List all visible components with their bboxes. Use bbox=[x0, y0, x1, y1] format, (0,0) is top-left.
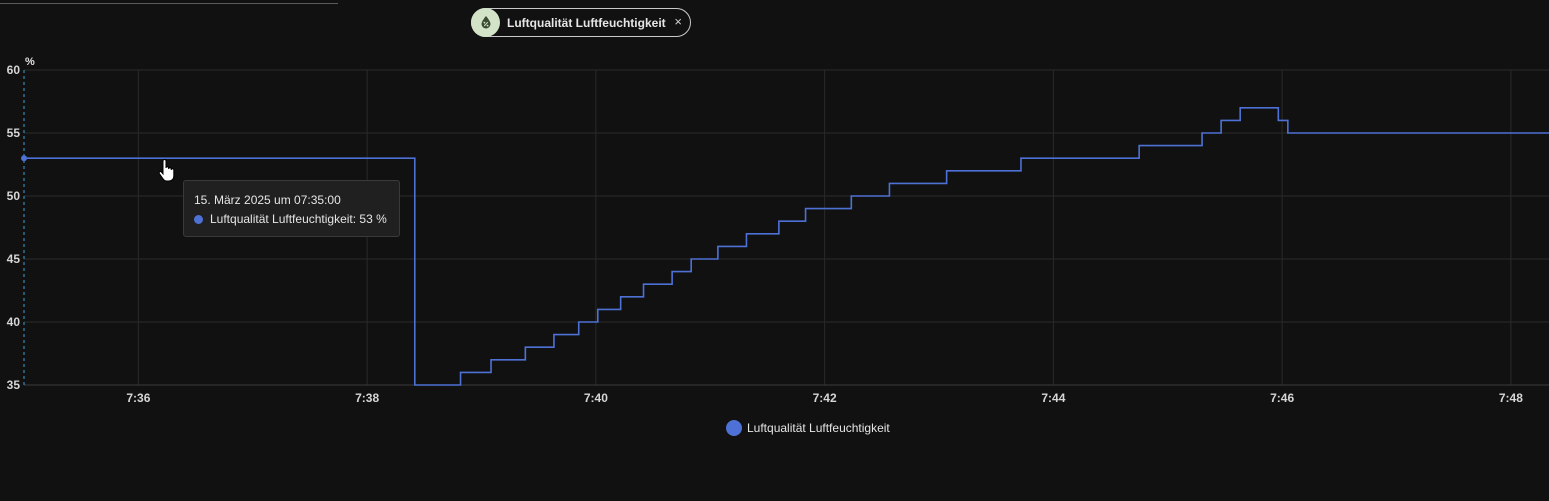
chip-close-icon[interactable]: × bbox=[674, 14, 682, 29]
hover-point bbox=[21, 155, 27, 162]
series-color-dot bbox=[194, 214, 203, 224]
x-axis: 7:36 7:38 7:40 7:42 7:44 7:46 7:48 bbox=[126, 391, 1523, 405]
x-tick-label: 7:46 bbox=[1270, 391, 1294, 405]
chart-legend-item[interactable]: Luftqualität Luftfeuchtigkeit bbox=[726, 420, 890, 436]
x-tick-label: 7:44 bbox=[1041, 391, 1065, 405]
chart-tooltip: 15. März 2025 um 07:35:00 Luftqualität L… bbox=[183, 180, 400, 237]
x-tick-label: 7:38 bbox=[355, 391, 379, 405]
x-tick-label: 7:36 bbox=[126, 391, 150, 405]
x-tick-label: 7:42 bbox=[813, 391, 837, 405]
legend-label: Luftqualität Luftfeuchtigkeit bbox=[747, 421, 890, 435]
legend-color-dot bbox=[726, 420, 742, 436]
y-tick-label: 60 bbox=[7, 63, 21, 77]
series-line bbox=[24, 107, 1549, 386]
top-divider bbox=[0, 3, 338, 4]
x-tick-label: 7:48 bbox=[1499, 391, 1523, 405]
y-tick-label: 50 bbox=[7, 189, 21, 203]
water-drop-percent-icon bbox=[471, 7, 500, 37]
tooltip-row: Luftqualität Luftfeuchtigkeit: 53 % bbox=[194, 212, 389, 226]
y-axis-unit: % bbox=[25, 56, 35, 68]
tooltip-value: Luftqualität Luftfeuchtigkeit: 53 % bbox=[210, 212, 387, 226]
entity-filter-chip[interactable]: Luftqualität Luftfeuchtigkeit × bbox=[471, 7, 691, 37]
y-tick-label: 35 bbox=[7, 378, 21, 392]
hand-cursor-icon bbox=[158, 159, 175, 182]
chip-label: Luftqualität Luftfeuchtigkeit bbox=[507, 15, 666, 30]
y-tick-label: 55 bbox=[7, 126, 21, 140]
y-tick-label: 45 bbox=[7, 252, 21, 266]
y-tick-label: 40 bbox=[7, 315, 21, 329]
tooltip-title: 15. März 2025 um 07:35:00 bbox=[194, 193, 341, 207]
x-tick-label: 7:40 bbox=[584, 391, 608, 405]
y-axis: 35 40 45 50 55 60 bbox=[7, 63, 21, 392]
